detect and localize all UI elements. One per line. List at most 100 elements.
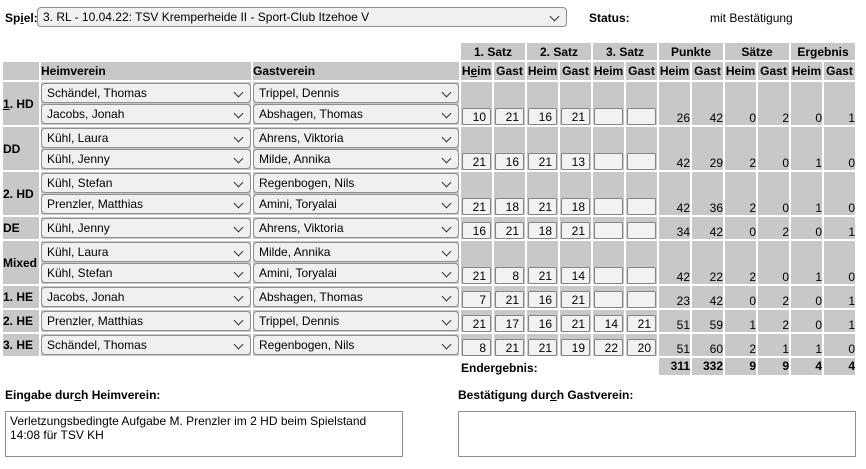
set-score-input[interactable] — [594, 315, 623, 332]
eingabe-textarea[interactable]: Verletzungsbedingte Aufgabe M. Prenzler … — [5, 411, 403, 457]
bestaetigung-textarea[interactable] — [458, 411, 856, 457]
set-score-input[interactable] — [528, 198, 557, 215]
set-score-input[interactable] — [627, 222, 656, 239]
set-score-input[interactable] — [495, 291, 524, 308]
set-score-input[interactable] — [594, 339, 623, 356]
row-label: 2. HD — [3, 172, 39, 215]
set-score-input[interactable] — [495, 198, 524, 215]
set-cell — [626, 310, 657, 332]
result-value-cell: 1 — [725, 310, 756, 332]
heim-player-select[interactable]: Prenzler, Matthias — [41, 194, 251, 214]
set-score-input[interactable] — [594, 222, 623, 239]
set-score-input[interactable] — [528, 108, 557, 125]
set-score-input[interactable] — [495, 222, 524, 239]
bottom-section: Eingabe durch Heimverein: Verletzungsbed… — [5, 388, 866, 460]
result-value-cell: 0 — [725, 82, 756, 125]
set-score-input[interactable] — [561, 153, 590, 170]
heim-player-select[interactable]: Kühl, Jenny — [41, 218, 251, 238]
endergebnis-label: Endergebnis: — [461, 361, 538, 375]
set-score-input[interactable] — [528, 222, 557, 239]
set-score-input[interactable] — [594, 291, 623, 308]
set-score-input[interactable] — [462, 291, 491, 308]
set-score-input[interactable] — [462, 198, 491, 215]
gast-players-cell: Milde, Annika Amini, Toryalai — [253, 241, 459, 284]
set-score-input[interactable] — [594, 198, 623, 215]
result-value-cell: 1 — [791, 127, 822, 170]
gast-player-select[interactable]: Trippel, Dennis — [253, 311, 459, 331]
set-score-input[interactable] — [462, 108, 491, 125]
heim-player-select[interactable]: Kühl, Stefan — [41, 173, 251, 193]
gast-player-select[interactable]: Milde, Annika — [253, 149, 459, 169]
set-score-input[interactable] — [528, 267, 557, 284]
set-cell — [527, 310, 558, 332]
result-value-cell: 1 — [824, 217, 855, 239]
row-label: 3. HE — [3, 334, 39, 356]
set-score-input[interactable] — [495, 315, 524, 332]
heim-player-select[interactable]: Kühl, Laura — [41, 242, 251, 262]
gast-player-select[interactable]: Ahrens, Viktoria — [253, 218, 459, 238]
set-cell — [461, 172, 492, 215]
set-score-input[interactable] — [462, 153, 491, 170]
heim-player-select[interactable]: Schändel, Thomas — [41, 83, 251, 103]
set-score-input[interactable] — [561, 198, 590, 215]
set-score-input[interactable] — [561, 108, 590, 125]
set-score-input[interactable] — [528, 315, 557, 332]
set-score-input[interactable] — [627, 291, 656, 308]
set-score-input[interactable] — [594, 153, 623, 170]
heim-player-select[interactable]: Schändel, Thomas — [41, 335, 251, 355]
gast-player-select-wrapper: Ahrens, Viktoria — [253, 128, 459, 148]
heim-player-select[interactable]: Jacobs, Jonah — [41, 104, 251, 124]
heim-player-select[interactable]: Kühl, Laura — [41, 128, 251, 148]
gast-player-select[interactable]: Regenbogen, Nils — [253, 173, 459, 193]
spiel-select[interactable]: 3. RL - 10.04.22: TSV Kremperheide II - … — [37, 7, 567, 27]
gast-player-select[interactable]: Amini, Toryalai — [253, 194, 459, 214]
set-score-input[interactable] — [594, 267, 623, 284]
set-score-input[interactable] — [528, 291, 557, 308]
gast-player-select[interactable]: Ahrens, Viktoria — [253, 128, 459, 148]
endergebnis-value-cell: 4 — [824, 358, 855, 375]
set-score-input[interactable] — [627, 315, 656, 332]
gast-player-select[interactable]: Amini, Toryalai — [253, 263, 459, 283]
set-score-input[interactable] — [627, 339, 656, 356]
result-value-cell: 42 — [692, 217, 723, 239]
set-score-input[interactable] — [561, 315, 590, 332]
set-score-input[interactable] — [462, 339, 491, 356]
set-score-input[interactable] — [594, 108, 623, 125]
set-score-input[interactable] — [627, 198, 656, 215]
set-score-input[interactable] — [627, 108, 656, 125]
set-score-input[interactable] — [495, 267, 524, 284]
result-value-cell: 1 — [791, 334, 822, 356]
heim-player-select-wrapper: Kühl, Stefan — [41, 173, 251, 193]
heim-player-select[interactable]: Jacobs, Jonah — [41, 287, 251, 307]
set-score-input[interactable] — [528, 153, 557, 170]
set-score-input[interactable] — [627, 267, 656, 284]
heim-player-select[interactable]: Kühl, Stefan — [41, 263, 251, 283]
heim-player-select[interactable]: Kühl, Jenny — [41, 149, 251, 169]
set-cell — [527, 334, 558, 356]
set-score-input[interactable] — [561, 222, 590, 239]
set-score-input[interactable] — [561, 291, 590, 308]
result-value-cell: 1 — [791, 172, 822, 215]
gast-player-select[interactable]: Abshagen, Thomas — [253, 287, 459, 307]
set-score-input[interactable] — [462, 222, 491, 239]
gast-player-select[interactable]: Milde, Annika — [253, 242, 459, 262]
set-score-input[interactable] — [561, 339, 590, 356]
set-score-input[interactable] — [462, 267, 491, 284]
gast-player-select[interactable]: Abshagen, Thomas — [253, 104, 459, 124]
gast-player-select[interactable]: Regenbogen, Nils — [253, 335, 459, 355]
heim-player-select[interactable]: Prenzler, Matthias — [41, 311, 251, 331]
set-score-input[interactable] — [561, 267, 590, 284]
set-score-input[interactable] — [495, 108, 524, 125]
heim-players-cell: Schändel, Thomas — [41, 334, 251, 356]
set-score-input[interactable] — [495, 339, 524, 356]
set-score-input[interactable] — [528, 339, 557, 356]
set-score-input[interactable] — [495, 153, 524, 170]
set-score-input[interactable] — [627, 153, 656, 170]
endergebnis-value-cell: 9 — [725, 358, 756, 375]
gast-players-cell: Trippel, Dennis Abshagen, Thomas — [253, 82, 459, 125]
gast-player-select[interactable]: Trippel, Dennis — [253, 83, 459, 103]
set-score-input[interactable] — [462, 315, 491, 332]
gast-player-select-wrapper: Regenbogen, Nils — [253, 335, 459, 355]
set-cell — [527, 217, 558, 239]
result-value-cell: 22 — [692, 241, 723, 284]
